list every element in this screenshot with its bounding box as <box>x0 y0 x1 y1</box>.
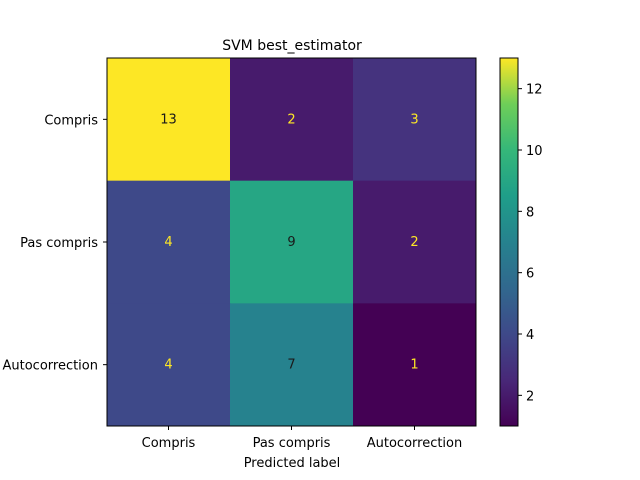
y-tick-label: Pas compris <box>20 236 98 251</box>
heatmap-cell <box>107 180 231 304</box>
heatmap-cell <box>353 58 477 182</box>
x-tick-label: Compris <box>142 436 196 451</box>
colorbar <box>499 57 519 427</box>
cell-value-label: 13 <box>160 112 177 127</box>
cell-value-label: 9 <box>287 235 295 250</box>
cell-value-label: 2 <box>410 235 418 250</box>
cell-value-label: 7 <box>287 358 295 373</box>
heatmap-cell <box>353 180 477 304</box>
y-tick-label: Autocorrection <box>2 359 98 374</box>
heatmap-cell-labels: 13 2 3 4 9 2 4 7 1 <box>160 112 418 372</box>
x-tick-label: Autocorrection <box>367 436 463 451</box>
cell-value-label: 3 <box>410 112 418 127</box>
x-axis-ticks: Compris Pas compris Autocorrection <box>142 426 463 451</box>
cell-value-label: 2 <box>287 112 295 127</box>
colorbar-tick-label: 4 <box>526 328 534 343</box>
y-tick-label: Compris <box>44 113 98 128</box>
heatmap-cell <box>107 303 231 427</box>
colorbar-ticks: 2 4 6 8 10 12 <box>518 83 543 404</box>
heatmap-cell <box>353 303 477 427</box>
x-axis-label: Predicted label <box>244 456 341 471</box>
y-axis-ticks: Compris Pas compris Autocorrection <box>2 113 107 374</box>
cell-value-label: 1 <box>410 358 418 373</box>
heatmap-cells <box>107 58 477 427</box>
x-tick-label: Pas compris <box>253 436 331 451</box>
cell-value-label: 4 <box>164 358 172 373</box>
heatmap-cell <box>107 58 231 182</box>
heatmap-cell <box>230 303 354 427</box>
colorbar-tick-label: 10 <box>526 144 543 159</box>
colorbar-tick-label: 2 <box>526 389 534 404</box>
colorbar-tick-label: 12 <box>526 83 543 98</box>
heatmap-cell <box>230 180 354 304</box>
heatmap-cell <box>230 58 354 182</box>
cell-value-label: 4 <box>164 235 172 250</box>
colorbar-tick-label: 6 <box>526 267 534 282</box>
colorbar-tick-label: 8 <box>526 205 534 220</box>
chart-title: SVM best_estimator <box>222 38 362 54</box>
